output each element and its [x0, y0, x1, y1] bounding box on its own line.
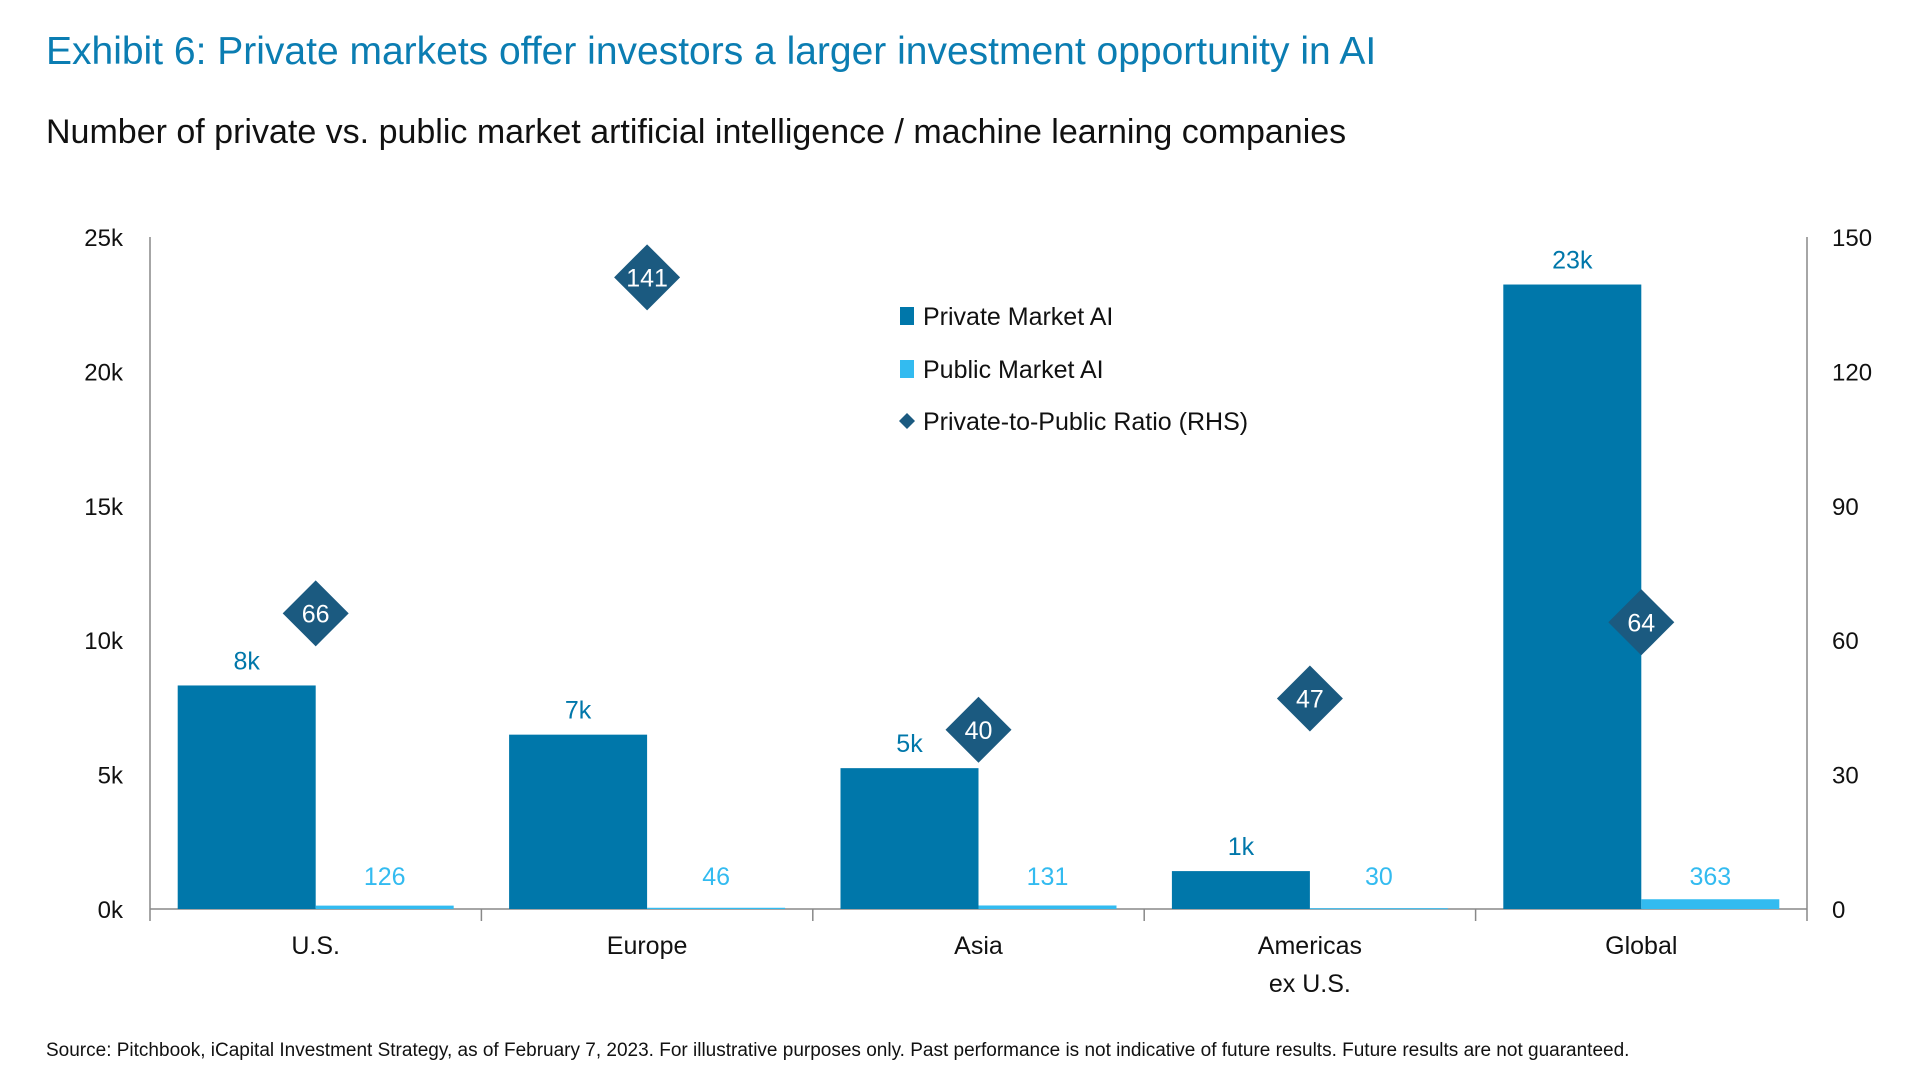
left-tick-label: 25k	[84, 225, 124, 252]
data-label-public: 30	[1365, 863, 1393, 891]
data-label-ratio: 47	[1296, 685, 1324, 713]
x-tick-label: Global	[1605, 932, 1677, 960]
bar-public	[315, 905, 454, 909]
x-tick-label: U.S.	[291, 932, 340, 960]
bar-private	[509, 734, 648, 909]
right-tick-label: 90	[1832, 494, 1859, 521]
data-label-public: 46	[702, 863, 730, 891]
legend-label-private: Private Market AI	[923, 303, 1113, 331]
data-label-public: 363	[1689, 863, 1731, 891]
chart-title: Exhibit 6: Private markets offer investo…	[46, 30, 1377, 73]
left-tick-label: 20k	[84, 359, 124, 386]
bar-public	[647, 907, 786, 909]
x-tick-label: Europe	[607, 932, 688, 960]
left-tick-label: 10k	[84, 628, 124, 655]
data-label-private: 8k	[233, 647, 260, 675]
bar-private	[840, 768, 979, 909]
data-label-ratio: 40	[965, 717, 993, 745]
bar-private	[1503, 284, 1642, 910]
legend-swatch-private	[900, 307, 914, 325]
ratio-marker	[282, 580, 349, 647]
data-label-private: 23k	[1552, 247, 1593, 275]
right-tick-label: 30	[1832, 763, 1859, 790]
x-tick-label: ex U.S.	[1269, 970, 1351, 998]
data-label-public: 126	[364, 863, 406, 891]
bar-public	[1309, 908, 1448, 910]
data-label-ratio: 141	[626, 264, 668, 292]
data-label-private: 7k	[565, 697, 592, 725]
data-label-ratio: 64	[1627, 609, 1655, 637]
ratio-marker	[1608, 589, 1675, 656]
legend-label-public: Public Market AI	[923, 356, 1104, 384]
right-tick-label: 120	[1832, 359, 1872, 386]
data-label-private: 1k	[1228, 833, 1255, 861]
bar-public	[1641, 899, 1780, 909]
chart-subtitle: Number of private vs. public market arti…	[46, 113, 1347, 151]
data-label-public: 131	[1027, 863, 1069, 891]
legend-swatch-ratio	[899, 413, 915, 429]
data-label-ratio: 66	[302, 600, 330, 628]
legend-swatch-public	[900, 360, 914, 378]
right-tick-label: 0	[1832, 897, 1845, 924]
data-label-private: 5k	[896, 730, 923, 758]
bar-private	[177, 685, 316, 909]
bar-public	[978, 905, 1117, 909]
right-tick-label: 150	[1832, 225, 1872, 252]
left-tick-label: 15k	[84, 494, 124, 521]
left-tick-label: 5k	[98, 763, 124, 790]
ratio-marker	[945, 696, 1012, 763]
source-note: Source: Pitchbook, iCapital Investment S…	[46, 1040, 1630, 1061]
x-tick-label: Americas	[1258, 932, 1362, 960]
right-tick-label: 60	[1832, 628, 1859, 655]
ratio-marker	[614, 244, 681, 311]
left-tick-label: 0k	[98, 897, 124, 924]
legend-label-ratio: Private-to-Public Ratio (RHS)	[923, 408, 1248, 436]
x-tick-label: Asia	[954, 932, 1003, 960]
bar-private	[1171, 871, 1310, 909]
ratio-marker	[1276, 665, 1343, 732]
